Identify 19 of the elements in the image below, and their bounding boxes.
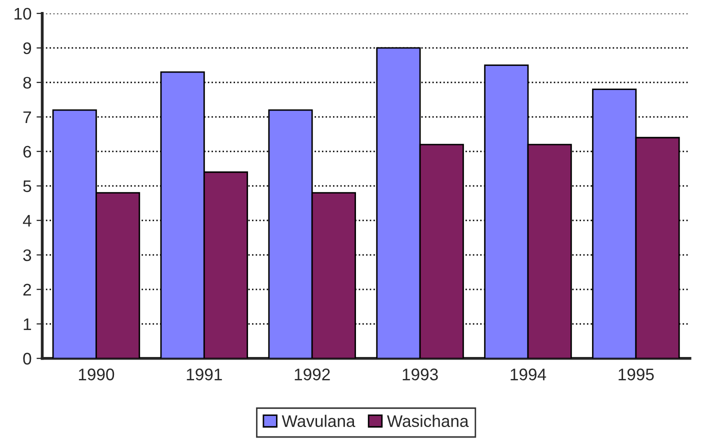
x-tick-label: 1995 <box>618 368 654 380</box>
y-tick-label: 7 <box>23 112 31 123</box>
y-tick-label: 10 <box>14 8 32 20</box>
x-tick-label: 1990 <box>78 368 114 380</box>
y-tick-label: 3 <box>23 249 32 262</box>
y-tick-label: 2 <box>23 284 31 296</box>
y-tick-label: 4 <box>22 214 32 226</box>
x-tick-label: 1993 <box>402 368 438 380</box>
x-tick-label: 1991 <box>186 368 222 380</box>
x-tick-label: 1994 <box>510 368 546 380</box>
y-tick-label: 0 <box>23 352 32 365</box>
legend-label: Wavulana <box>282 414 356 428</box>
y-tick-label: 8 <box>23 76 32 89</box>
y-tick-label: 1 <box>24 318 32 330</box>
y-tick-label: 6 <box>23 146 32 158</box>
y-tick-label: 5 <box>23 180 32 192</box>
y-tick-label: 9 <box>23 42 32 54</box>
x-tick-label: 1992 <box>294 368 330 380</box>
legend-label: Wasichana <box>386 414 469 428</box>
